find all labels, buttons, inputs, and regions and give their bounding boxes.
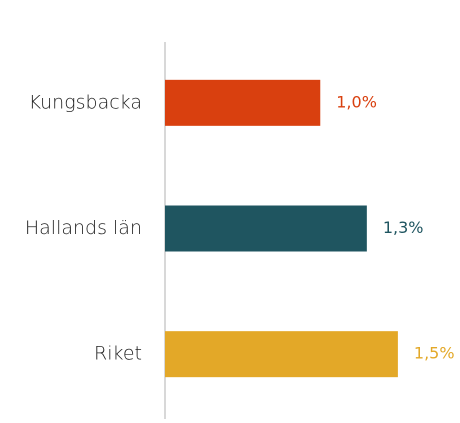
category-label: Hallands län <box>25 217 142 239</box>
bar <box>165 331 398 378</box>
bar <box>165 205 367 252</box>
bar <box>165 79 321 126</box>
value-label: 1,0% <box>336 92 377 111</box>
value-label: 1,3% <box>383 218 424 237</box>
category-label: Riket <box>94 343 142 365</box>
category-label: Kungsbacka <box>29 91 142 113</box>
value-label: 1,5% <box>414 344 455 363</box>
